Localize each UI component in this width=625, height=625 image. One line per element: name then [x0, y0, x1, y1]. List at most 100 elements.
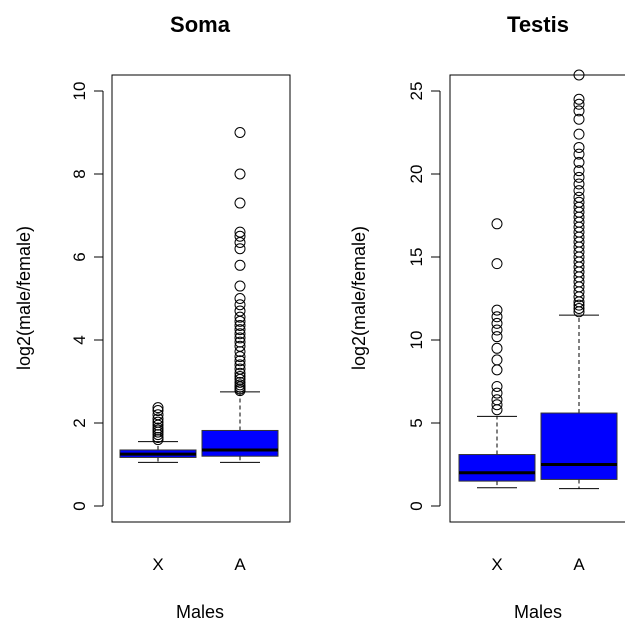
outlier-point: [573, 185, 585, 197]
testis-category-label-x: X: [491, 555, 502, 574]
outlier-point: [491, 218, 503, 230]
testis-boxes: [458, 69, 618, 490]
outlier-point: [234, 311, 246, 323]
outlier-point: [491, 324, 503, 336]
soma-x-axis-label: Males: [176, 602, 224, 622]
testis-category-label-a: A: [573, 555, 585, 574]
outlier-point: [234, 243, 246, 255]
outlier-point: [573, 141, 585, 153]
outlier-point: [573, 128, 585, 140]
outlier-point: [234, 328, 246, 340]
outlier-point: [491, 394, 503, 406]
outlier-point: [491, 354, 503, 366]
testis-x-axis-label: Males: [514, 602, 562, 622]
outlier-point: [234, 324, 246, 336]
testis-box-x: [458, 218, 536, 489]
testis-box-a: [540, 69, 618, 490]
outlier-point: [491, 380, 503, 392]
outlier-point: [573, 299, 585, 311]
outlier-point: [234, 332, 246, 344]
outlier-point: [491, 399, 503, 411]
outlier-point: [234, 230, 246, 242]
outlier-point: [152, 409, 164, 421]
testis-y-tick-label: 20: [407, 165, 426, 184]
outlier-point: [573, 171, 585, 183]
outlier-point: [152, 405, 164, 417]
outlier-point: [573, 302, 585, 314]
soma-y-tick-label: 10: [70, 82, 89, 101]
testis-y-tick-label: 15: [407, 248, 426, 267]
outlier-point: [573, 69, 585, 81]
outlier-point: [573, 148, 585, 160]
soma-box-x: [119, 402, 197, 463]
outlier-point: [234, 236, 246, 248]
outlier-point: [152, 402, 164, 414]
testis-y-axis-label: log2(male/female): [349, 226, 369, 370]
soma-y-tick-label: 8: [70, 169, 89, 178]
outlier-point: [234, 293, 246, 304]
outlier-point: [234, 127, 246, 138]
outlier-point: [573, 178, 585, 190]
soma-y-tick-label: 0: [70, 501, 89, 510]
outlier-point: [234, 379, 246, 391]
outlier-point: [234, 376, 246, 388]
soma-y-axis-label: log2(male/female): [14, 226, 34, 370]
outlier-point: [234, 355, 246, 367]
outlier-point: [573, 156, 585, 168]
outlier-point: [573, 113, 585, 125]
soma-box-a: [201, 127, 279, 463]
outlier-point: [491, 258, 503, 270]
outlier-point: [491, 364, 503, 376]
testis-y-tick-label: 5: [407, 418, 426, 427]
soma-boxes: [119, 127, 279, 463]
soma-plot-frame: [111, 74, 291, 523]
soma-y-tick-label: 2: [70, 418, 89, 427]
outlier-point: [491, 304, 503, 316]
soma-y-tick-label: 6: [70, 252, 89, 261]
outlier-point: [234, 305, 246, 317]
outlier-point: [234, 319, 246, 331]
soma-panel: Soma 0 2 4 6 8 10 X A Males log2(male/female): [14, 12, 291, 622]
outlier-point: [573, 165, 585, 177]
testis-y-ticks: 0 5 10 15 20 25: [407, 82, 440, 511]
outlier-point: [234, 280, 246, 292]
outlier-point: [491, 311, 503, 323]
outlier-point: [573, 105, 585, 117]
soma-y-tick-label: 4: [70, 335, 89, 344]
iqr-box: [201, 429, 279, 457]
outlier-point: [491, 317, 503, 329]
outlier-point: [234, 367, 246, 379]
outlier-point: [234, 340, 246, 352]
testis-plot-frame: [449, 74, 625, 523]
testis-y-tick-label: 0: [407, 501, 426, 510]
soma-title: Soma: [170, 12, 231, 37]
outlier-point: [234, 359, 246, 371]
outlier-point: [234, 226, 246, 238]
outlier-point: [491, 387, 503, 399]
testis-title: Testis: [507, 12, 569, 37]
outlier-point: [491, 331, 503, 343]
outlier-point: [234, 336, 246, 348]
soma-y-ticks: 0 2 4 6 8 10: [70, 82, 103, 511]
soma-category-label-x: X: [152, 555, 163, 574]
testis-y-tick-label: 25: [407, 82, 426, 101]
outlier-point: [573, 196, 585, 208]
soma-category-label-a: A: [234, 555, 246, 574]
outlier-point: [234, 371, 246, 383]
outlier-point: [573, 93, 585, 105]
outlier-point: [152, 422, 164, 434]
outlier-point: [234, 299, 246, 311]
outlier-point: [234, 259, 246, 271]
outlier-point: [152, 416, 164, 428]
outlier-point: [573, 191, 585, 203]
outlier-point: [491, 342, 503, 354]
iqr-box: [458, 454, 536, 482]
outlier-point: [234, 168, 246, 180]
testis-y-tick-label: 10: [407, 331, 426, 350]
iqr-box: [540, 412, 618, 480]
outlier-point: [152, 413, 164, 425]
outlier-point: [234, 197, 246, 209]
testis-panel: Testis 0 5 10 15 20 25 X A Males log2(male/fe…: [349, 12, 625, 622]
outlier-point: [573, 98, 585, 110]
